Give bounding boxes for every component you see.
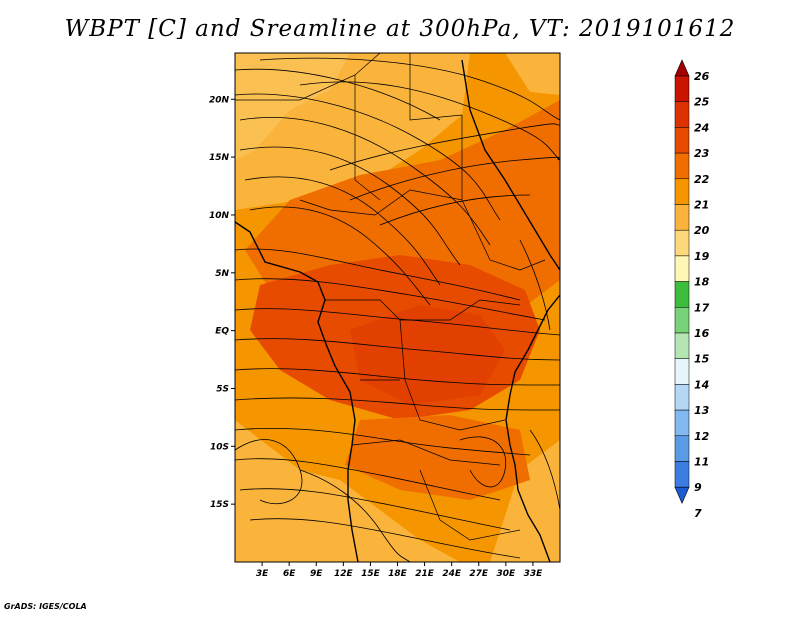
coastlines xyxy=(235,59,560,562)
colorbar-bottom-arrow xyxy=(674,486,690,504)
colorbar-label: 16 xyxy=(694,327,710,340)
colorbar-label: 25 xyxy=(694,96,710,109)
colorbar-label: 18 xyxy=(694,276,710,289)
colorbar-label: 21 xyxy=(694,199,709,212)
colorbar-label: 11 xyxy=(694,456,709,469)
x-tick-label: 21E xyxy=(415,569,435,579)
x-tick-label: 33E xyxy=(524,569,544,579)
colorbar-segment xyxy=(674,281,690,308)
colorbar-segment xyxy=(674,332,690,359)
colorbar-segment xyxy=(674,204,690,231)
colorbar-label: 23 xyxy=(694,147,710,160)
colorbar-segment xyxy=(674,358,690,385)
colorbar-segment xyxy=(674,255,690,282)
wbpt-region-northwest xyxy=(235,53,350,160)
x-tick-label: 12E xyxy=(334,569,354,579)
colorbar: 26 25 24 23 22 21 20 19 18 17 16 15 14 13 12 11 9 7 xyxy=(674,59,710,520)
y-tick-label: 5S xyxy=(216,384,229,394)
colorbar-label: 20 xyxy=(694,224,710,237)
y-tick-label: 5N xyxy=(215,269,229,279)
y-tick-label: 15N xyxy=(209,153,230,163)
wbpt-region-south xyxy=(345,415,530,500)
y-axis: 20N 15N 10N 5N EQ 5S 10S 15S xyxy=(209,95,235,510)
colorbar-label: 19 xyxy=(694,250,710,263)
colorbar-label: 26 xyxy=(694,70,710,83)
colorbar-label: 24 xyxy=(694,121,709,134)
x-tick-label: 24E xyxy=(442,569,462,579)
colorbar-label: 14 xyxy=(694,378,709,391)
colorbar-segment xyxy=(674,127,690,154)
country-borders xyxy=(235,53,546,541)
x-tick-label: 3E xyxy=(256,569,269,579)
colorbar-segment xyxy=(674,75,690,102)
colorbar-segment xyxy=(674,229,690,257)
x-tick-label: 9E xyxy=(310,569,323,579)
x-tick-label: 30E xyxy=(496,569,516,579)
wbpt-region-north xyxy=(235,53,470,210)
colorbar-label: 13 xyxy=(694,404,710,417)
colorbar-label: 15 xyxy=(694,353,710,366)
colorbar-segment xyxy=(674,435,690,462)
colorbar-segment xyxy=(674,152,690,180)
streamlines xyxy=(235,57,560,562)
colorbar-label: 17 xyxy=(694,301,710,314)
colorbar-label: 9 xyxy=(694,481,702,494)
chart-title: WBPT [C] and Sreamline at 300hPa, VT: 20… xyxy=(64,16,736,42)
wbpt-region-northeast xyxy=(505,53,560,95)
map-area xyxy=(235,53,560,562)
x-axis: 3E 6E 9E 12E 15E 18E 21E 24E 27E 30E 33E xyxy=(256,562,543,579)
colorbar-segment xyxy=(674,307,690,334)
colorbar-top-arrow xyxy=(674,59,690,77)
grads-credit: GrADS: IGES/COLA xyxy=(4,602,87,611)
colorbar-label: 22 xyxy=(694,173,710,186)
colorbar-segment xyxy=(674,409,690,437)
colorbar-segment xyxy=(674,178,690,205)
x-tick-label: 6E xyxy=(283,569,296,579)
colorbar-segment xyxy=(674,101,690,128)
colorbar-segment xyxy=(674,384,690,411)
wbpt-region-southeast xyxy=(490,440,560,562)
y-tick-label: 20N xyxy=(209,95,230,105)
wbpt-region-equatorial xyxy=(250,255,540,420)
y-tick-label: 10N xyxy=(209,211,230,221)
x-tick-label: 18E xyxy=(388,569,408,579)
colorbar-label: 7 xyxy=(694,507,702,520)
y-tick-label: EQ xyxy=(215,327,229,337)
colorbar-label: 12 xyxy=(694,430,710,443)
colorbar-segment xyxy=(674,461,690,488)
y-tick-label: 10S xyxy=(210,442,229,452)
x-tick-label: 27E xyxy=(469,569,489,579)
y-tick-label: 15S xyxy=(210,500,229,510)
x-tick-label: 15E xyxy=(361,569,381,579)
